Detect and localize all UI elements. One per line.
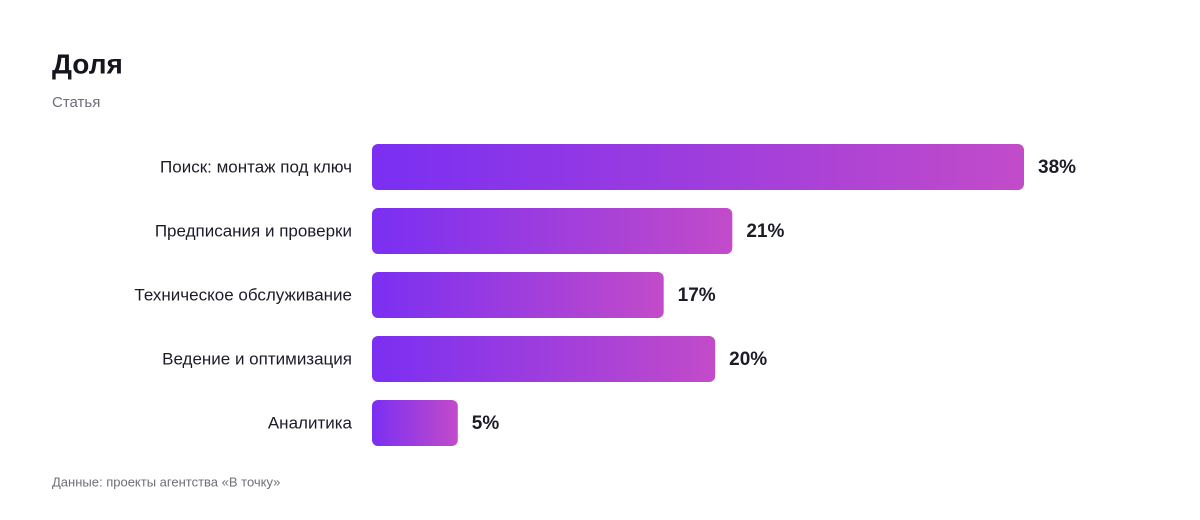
bar [372,144,1024,190]
category-label: Техническое обслуживание [134,285,352,304]
value-label: 5% [472,413,500,434]
value-label: 38% [1038,157,1076,178]
bar [372,272,664,318]
category-label: Аналитика [268,413,353,432]
value-label: 21% [746,221,784,242]
source-note: Данные: проекты агентства «В точку» [52,474,280,489]
bar [372,208,733,254]
chart-subtitle: Статья [52,94,100,111]
chart-title: Доля [52,48,123,79]
category-label: Предписания и проверки [155,221,352,240]
value-label: 17% [678,285,716,306]
category-label: Поиск: монтаж под ключ [160,157,352,176]
value-label: 20% [729,349,767,370]
category-label: Ведение и оптимизация [162,349,352,368]
bar [372,336,716,382]
bar [372,400,458,446]
